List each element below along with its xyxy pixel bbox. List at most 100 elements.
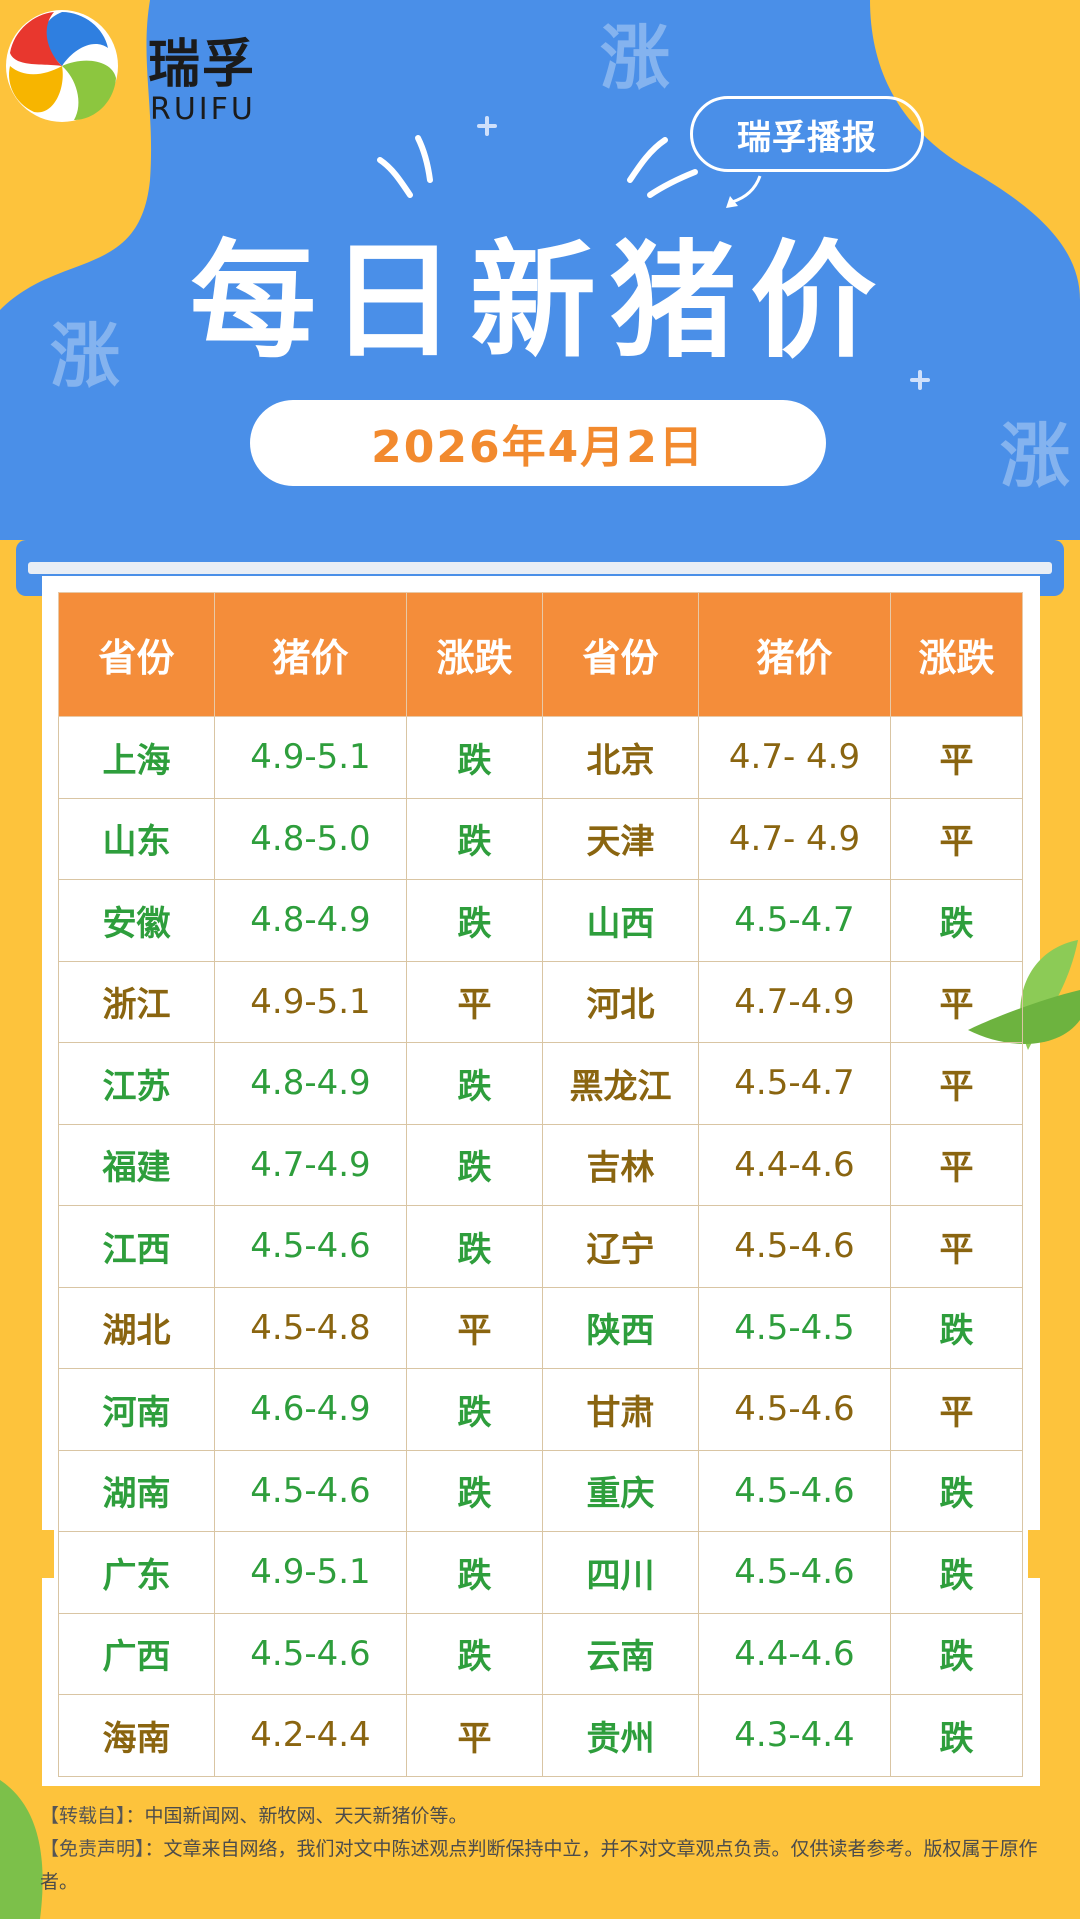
header-price: 猪价 [214,592,407,717]
change-cell: 平 [890,1205,1023,1288]
province-cell: 吉林 [542,1123,699,1206]
decor-zhang-3: 涨 [1000,415,1070,497]
change-cell: 跌 [890,1449,1023,1532]
page-title: 每日新猪价 [190,228,890,375]
price-cell: 4.5-4.6 [698,1531,891,1614]
brand-logo: 瑞孚 RUIFU [4,8,260,128]
price-cell: 4.9-5.1 [214,1531,407,1614]
price-cell: 4.8-4.9 [214,1042,407,1125]
change-cell: 跌 [890,1612,1023,1695]
province-cell: 上海 [58,716,215,799]
table-row: 山东 4.8-5.0 跌天津 4.7- 4.9 平 [58,797,1023,880]
table-row: 江苏 4.8-4.9 跌黑龙江 4.5-4.7 平 [58,1042,1023,1125]
province-cell: 海南 [58,1694,215,1777]
change-cell: 跌 [406,1123,543,1206]
province-cell: 广东 [58,1531,215,1614]
price-table: 省份 猪价 涨跌 省份 猪价 涨跌 上海 4.9-5.1 跌北京 4.7- 4.9 平山… [58,592,1023,1777]
price-cell: 4.5-4.6 [698,1449,891,1532]
province-cell: 山西 [542,879,699,962]
price-cell: 4.4-4.6 [698,1612,891,1695]
change-cell: 跌 [406,1531,543,1614]
disclaimer-label: 【免责声明】 [40,1838,145,1860]
province-cell: 辽宁 [542,1205,699,1288]
price-cell: 4.5-4.5 [698,1286,891,1369]
price-cell: 4.4-4.6 [698,1123,891,1206]
price-cell: 4.9-5.1 [214,716,407,799]
province-cell: 四川 [542,1531,699,1614]
source-label: 【转载自】 [40,1805,126,1827]
change-cell: 平 [890,1123,1023,1206]
price-cell: 4.7-4.9 [214,1123,407,1206]
province-cell: 福建 [58,1123,215,1206]
header-price: 猪价 [698,592,891,717]
change-cell: 跌 [890,879,1023,962]
price-cell: 4.5-4.7 [698,1042,891,1125]
change-cell: 跌 [406,1368,543,1451]
change-cell: 平 [890,1042,1023,1125]
price-cell: 4.5-4.6 [214,1449,407,1532]
change-cell: 跌 [406,797,543,880]
province-cell: 河北 [542,960,699,1043]
price-cell: 4.7- 4.9 [698,716,891,799]
header-change: 涨跌 [406,592,543,717]
header-background [0,0,1080,540]
table-body: 上海 4.9-5.1 跌北京 4.7- 4.9 平山东 4.8-5.0 跌天津 4.7- 4.… [58,716,1023,1777]
change-cell: 跌 [406,1449,543,1532]
price-cell: 4.5-4.6 [698,1368,891,1451]
panel-notch-right [1028,1530,1052,1578]
table-row: 湖南 4.5-4.6 跌重庆 4.5-4.6 跌 [58,1449,1023,1532]
change-cell: 平 [406,1286,543,1369]
disclaimer-line: 【免责声明】：文章来自网络，我们对文中陈述观点判断保持中立，并不对文章观点负责。… [40,1833,1050,1899]
province-cell: 湖南 [58,1449,215,1532]
price-cell: 4.5-4.6 [698,1205,891,1288]
province-cell: 重庆 [542,1449,699,1532]
source-text: ：中国新闻网、新牧网、天天新猪价等。 [125,1805,468,1827]
decor-zhang-2: 涨 [50,315,120,397]
footer: 【转载自】：中国新闻网、新牧网、天天新猪价等。 【免责声明】：文章来自网络，我们… [40,1800,1050,1899]
price-cell: 4.7- 4.9 [698,797,891,880]
table-row: 湖北 4.5-4.8 平陕西 4.5-4.5 跌 [58,1286,1023,1369]
change-cell: 平 [890,716,1023,799]
price-cell: 4.3-4.4 [698,1694,891,1777]
table-row: 广西 4.5-4.6 跌云南 4.4-4.6 跌 [58,1612,1023,1695]
decor-zhang-1: 涨 [600,17,670,99]
brand-name-en: RUIFU [150,92,256,127]
change-cell: 跌 [406,1042,543,1125]
disclaimer-text: ：文章来自网络，我们对文中陈述观点判断保持中立，并不对文章观点负责。仅供读者参考… [40,1838,1038,1893]
price-cell: 4.5-4.7 [698,879,891,962]
leaf-icon-bottom [0,1780,43,1919]
price-cell: 4.5-4.6 [214,1612,407,1695]
table-row: 福建 4.7-4.9 跌吉林 4.4-4.6 平 [58,1123,1023,1206]
province-cell: 江西 [58,1205,215,1288]
table-row: 安徽 4.8-4.9 跌山西 4.5-4.7 跌 [58,879,1023,962]
change-cell: 跌 [406,716,543,799]
ruifu-logo-icon [6,10,118,122]
table-row: 河南 4.6-4.9 跌甘肃 4.5-4.6 平 [58,1368,1023,1451]
change-cell: 跌 [406,1205,543,1288]
province-cell: 浙江 [58,960,215,1043]
province-cell: 江苏 [58,1042,215,1125]
province-cell: 黑龙江 [542,1042,699,1125]
province-cell: 广西 [58,1612,215,1695]
table-row: 浙江 4.9-5.1 平河北 4.7-4.9 平 [58,960,1023,1043]
panel-notch-left [30,1530,54,1578]
brand-name-cn: 瑞孚 [148,35,257,95]
broadcast-bubble: 瑞孚播报 [690,96,924,172]
province-cell: 山东 [58,797,215,880]
province-cell: 河南 [58,1368,215,1451]
price-cell: 4.6-4.9 [214,1368,407,1451]
change-cell: 跌 [890,1694,1023,1777]
change-cell: 平 [890,960,1023,1043]
price-cell: 4.8-5.0 [214,797,407,880]
price-cell: 4.5-4.8 [214,1286,407,1369]
province-cell: 天津 [542,797,699,880]
change-cell: 跌 [890,1286,1023,1369]
price-cell: 4.9-5.1 [214,960,407,1043]
change-cell: 平 [406,1694,543,1777]
province-cell: 北京 [542,716,699,799]
province-cell: 贵州 [542,1694,699,1777]
province-cell: 甘肃 [542,1368,699,1451]
change-cell: 跌 [406,879,543,962]
price-cell: 4.8-4.9 [214,879,407,962]
table-header-row: 省份 猪价 涨跌 省份 猪价 涨跌 [58,592,1023,717]
